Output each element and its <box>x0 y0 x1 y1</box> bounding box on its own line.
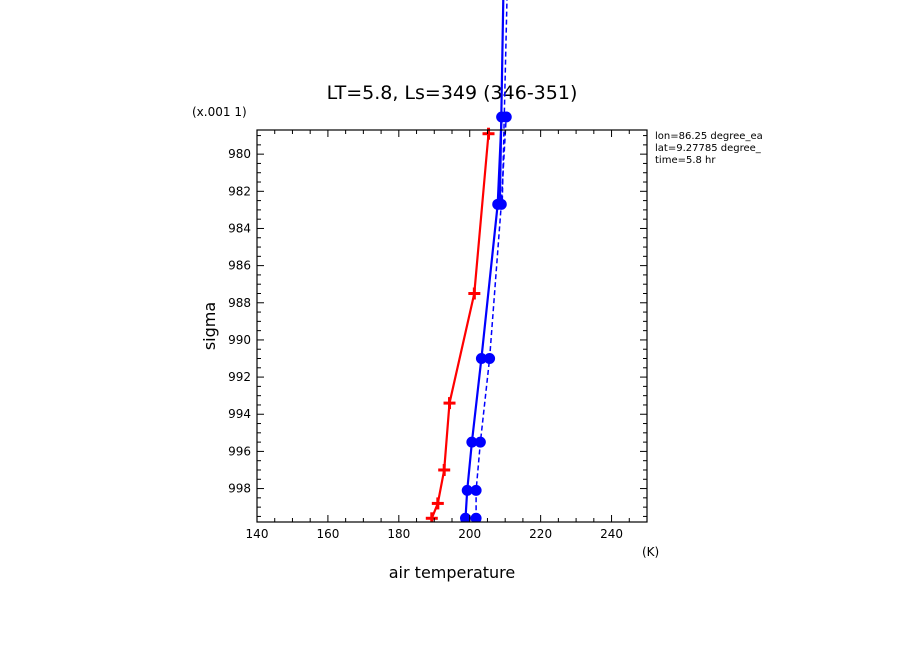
x-axis: 140 160 180 200 220 240 <box>246 130 648 541</box>
data-point <box>443 397 456 410</box>
y-tick-label: 982 <box>228 184 251 198</box>
series-layer <box>425 0 512 522</box>
y-scale-note: (x.001 1) <box>192 105 247 119</box>
y-tick-label: 986 <box>228 259 251 273</box>
x-tick-label: 200 <box>458 527 481 541</box>
data-point <box>438 463 451 476</box>
x-tick-label: 180 <box>387 527 410 541</box>
info-line: time=5.8 hr <box>655 155 716 166</box>
data-point <box>470 484 482 496</box>
y-tick-label: 988 <box>228 296 251 310</box>
x-tick-label: 140 <box>246 527 269 541</box>
y-tick-label: 994 <box>228 407 251 421</box>
x-tick-label: 220 <box>529 527 552 541</box>
data-point <box>459 512 471 522</box>
y-tick-label: 980 <box>228 147 251 161</box>
data-point <box>468 287 481 300</box>
data-point <box>500 111 512 123</box>
data-point <box>470 512 482 522</box>
info-line: lat=9.27785 degree_ <box>655 143 762 154</box>
chart-title: LT=5.8, Ls=349 (346-351) <box>327 82 578 104</box>
data-point <box>474 436 486 448</box>
data-point <box>431 497 444 510</box>
y-tick-label: 998 <box>228 482 251 496</box>
y-axis-label: sigma <box>200 302 219 350</box>
x-tick-label: 240 <box>600 527 623 541</box>
y-tick-label: 992 <box>228 370 251 384</box>
series-line <box>475 116 507 519</box>
y-tick-label: 984 <box>228 221 251 235</box>
y-tick-label: 990 <box>228 333 251 347</box>
x-axis-label: air temperature <box>389 563 515 582</box>
series-line <box>498 0 505 201</box>
y-axis: 980 982 984 986 988 990 992 994 996 998 <box>228 135 647 517</box>
x-tick-label: 160 <box>316 527 339 541</box>
plot-frame <box>256 129 648 523</box>
data-point <box>425 512 438 522</box>
data-point <box>484 353 496 365</box>
series-line <box>501 0 508 201</box>
y-tick-label: 996 <box>228 444 251 458</box>
data-point <box>495 198 507 210</box>
info-line: lon=86.25 degree_ea <box>655 131 763 142</box>
x-unit-label: (K) <box>642 545 659 559</box>
series-line <box>430 133 490 519</box>
